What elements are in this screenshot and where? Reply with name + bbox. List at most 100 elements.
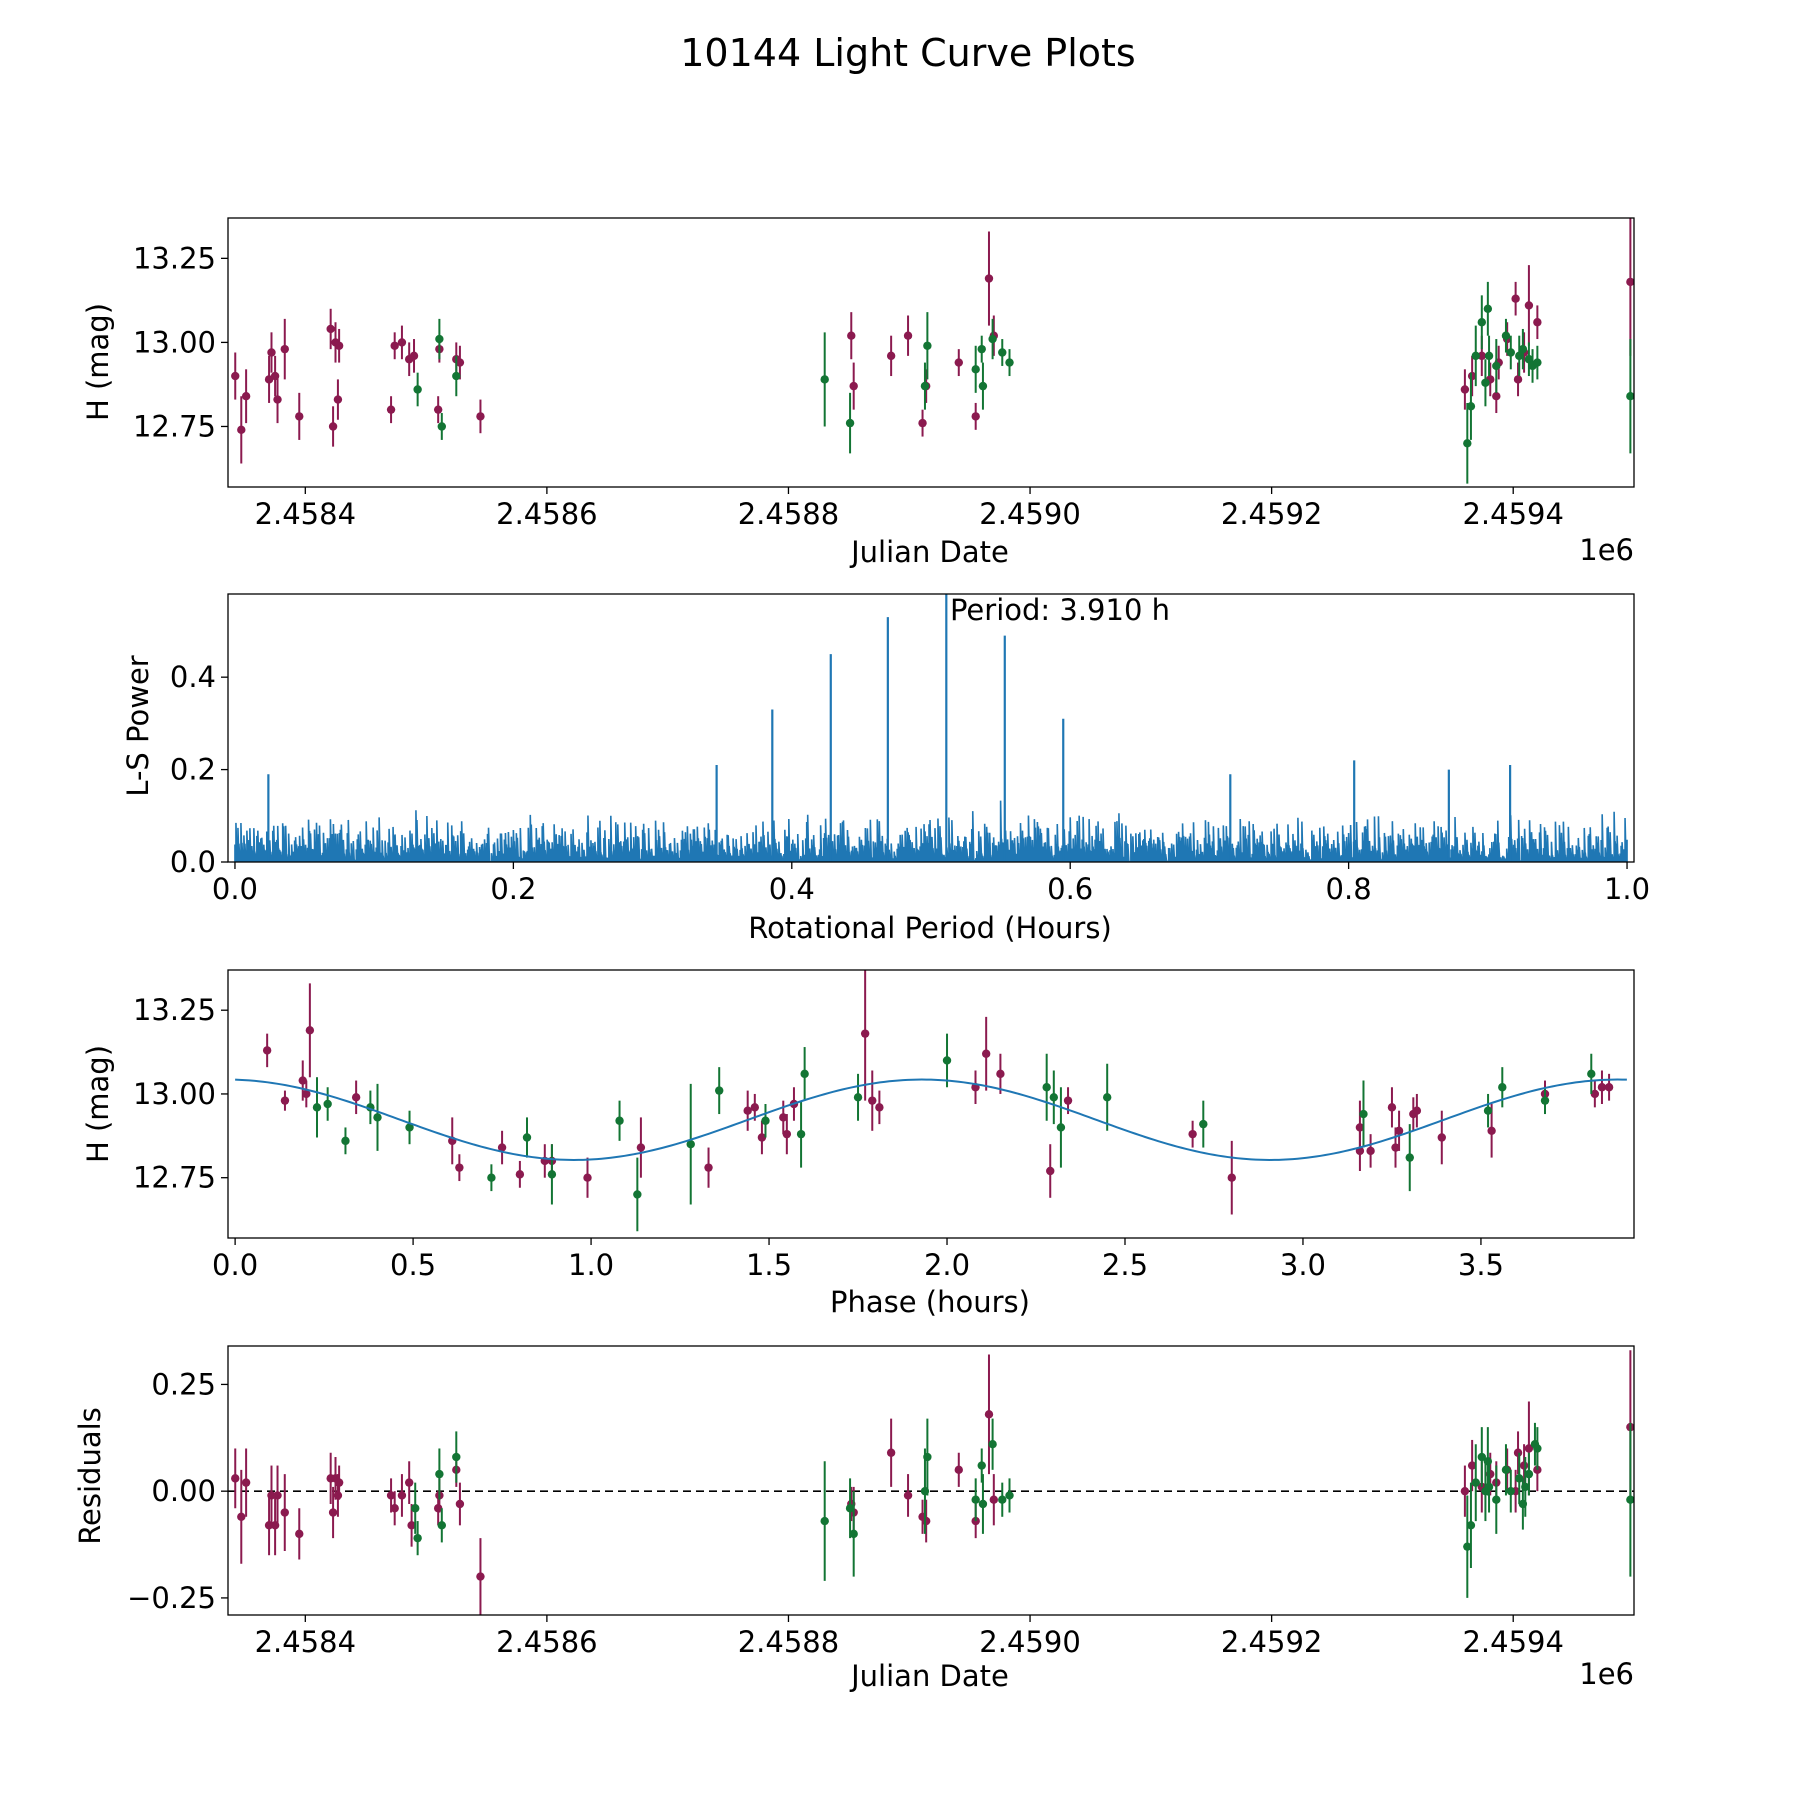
lomb-scargle-periodogram-xtick-label: 1.0: [1604, 872, 1650, 906]
residuals-marks: [228, 1350, 1634, 1615]
raw-light-curve-data-point: [1518, 344, 1528, 354]
raw-light-curve-ytick-label: 12.75: [133, 409, 216, 443]
raw-light-curve-data-point: [333, 395, 343, 404]
phase-folded-light-curve-data-point: [1199, 1119, 1208, 1129]
raw-light-curve-data-point: [903, 331, 913, 340]
phase-folded-light-curve-data-point: [405, 1123, 414, 1132]
raw-light-curve-data-point: [273, 395, 282, 404]
residuals-data-point: [1513, 1448, 1523, 1457]
phase-folded-light-curve-data-point: [455, 1163, 464, 1172]
residuals-data-point: [849, 1529, 858, 1539]
raw-light-curve-data-point: [1483, 304, 1493, 313]
raw-light-curve-data-point: [267, 348, 276, 357]
residuals-data-point: [1005, 1491, 1014, 1500]
raw-light-curve-data-point: [998, 348, 1007, 357]
raw-light-curve-data-point: [326, 324, 335, 334]
phase-folded-light-curve-data-point: [312, 1103, 322, 1112]
raw-light-curve-data-point: [435, 334, 444, 344]
phase-folded-light-curve-data-point: [302, 1089, 311, 1099]
raw-light-curve-data-point: [978, 381, 988, 391]
lomb-scargle-periodogram-xtick-label: 0.4: [769, 872, 815, 906]
raw-light-curve-data-point: [1477, 318, 1487, 327]
raw-light-curve-data-point: [1533, 358, 1542, 367]
phase-folded-light-curve-data-point: [298, 1076, 307, 1085]
raw-light-curve-plot-area: 2.4584 2.4586 2.4588 2.4590 2.4592 2.4594 12.7…: [133, 217, 1635, 531]
phase-folded-light-curve-data-point: [497, 1143, 507, 1152]
raw-light-curve-data-point: [971, 365, 980, 374]
residuals-ylabel: Residuals: [73, 1407, 107, 1545]
phase-folded-light-curve-xtick-label: 2.0: [924, 1248, 970, 1282]
phase-folded-light-curve-data-point: [262, 1046, 272, 1055]
residuals-data-point: [1501, 1465, 1511, 1475]
phase-folded-light-curve-data-point: [636, 1143, 646, 1152]
raw-light-curve-data-point: [237, 425, 246, 435]
raw-light-curve-data-point: [845, 418, 855, 428]
residuals-data-point: [267, 1491, 276, 1500]
residuals-data-point: [411, 1504, 420, 1513]
phase-folded-light-curve-data-point: [583, 1173, 592, 1182]
residuals-data-point: [1524, 1444, 1534, 1453]
phase-folded-light-curve-data-point: [1355, 1123, 1365, 1132]
raw-light-curve-data-point: [1477, 351, 1487, 361]
raw-light-curve-data-point: [920, 381, 930, 391]
raw-light-curve-data-point: [1524, 355, 1534, 364]
residuals-panel: 2.4584 2.4586 2.4588 2.4590 2.4592 2.4594 −0.2…: [73, 1345, 1635, 1693]
phase-folded-light-curve-data-point: [860, 1029, 870, 1038]
residuals-data-point: [404, 1478, 414, 1487]
phase-folded-plot-area: 0.0 0.5 1.0 1.5 2.0 2.5 3.0 3.5 12.75 13.00 13.25: [133, 969, 1635, 1282]
residuals-data-point: [923, 1452, 932, 1462]
residuals-data-point: [386, 1491, 396, 1500]
phase-folded-light-curve-frame: [227, 969, 1635, 1239]
phase-folded-light-curve-data-point: [981, 1049, 991, 1058]
phase-folded-light-curve-data-point: [1498, 1083, 1507, 1092]
raw-light-curve-data-point: [1481, 378, 1490, 387]
phase-folded-light-curve-data-point: [1483, 1106, 1493, 1115]
raw-light-curve-data-point: [1460, 385, 1470, 394]
residuals-frame: [227, 1345, 1635, 1616]
residuals-data-point: [390, 1504, 399, 1513]
phase-folded-light-curve-data-point: [341, 1136, 350, 1146]
raw-light-curve-data-point: [433, 405, 443, 414]
phase-folded-light-curve-xtick-label: 1.5: [746, 1248, 792, 1282]
phase-folded-light-curve-data-point: [782, 1129, 792, 1139]
raw-light-curve-data-point: [476, 412, 485, 421]
residuals-data-point: [328, 1508, 338, 1517]
phase-folded-light-curve-data-point: [704, 1163, 713, 1172]
residuals-data-point: [1483, 1457, 1493, 1466]
phase-folded-light-curve-xtick-label: 0.0: [212, 1248, 258, 1282]
raw-light-curve-data-point: [231, 371, 240, 381]
residuals-xtick-label: 2.4588: [738, 1625, 839, 1659]
phase-folded-light-curve-data-point: [686, 1140, 695, 1149]
residuals-x-offset: 1e6: [1579, 1657, 1634, 1691]
phase-folded-panel: 0.0 0.5 1.0 1.5 2.0 2.5 3.0 3.512.7513.0013.25 …: [81, 969, 1635, 1319]
raw-light-curve-marks: [231, 218, 1634, 484]
figure-title: 10144 Light Curve Plots: [680, 31, 1135, 75]
raw-light-curve-frame: [227, 217, 1635, 488]
raw-light-curve-data-point: [397, 338, 407, 347]
raw-light-curve-data-point: [820, 375, 829, 384]
phase-folded-light-curve-data-point: [323, 1099, 332, 1109]
phase-folded-light-curve-data-point: [351, 1093, 361, 1102]
residuals-data-point: [476, 1572, 485, 1581]
residuals-data-point: [397, 1491, 407, 1500]
phase-folded-light-curve-data-point: [615, 1116, 624, 1125]
residuals-data-point: [413, 1533, 422, 1543]
residuals-data-point: [1460, 1486, 1470, 1496]
raw-light-curve-data-point: [1533, 318, 1542, 327]
periodogram-plot-area: 0.0 0.2 0.4 0.6 0.8 1.0 0.0 0.2 0.4: [170, 593, 1650, 906]
raw-light-curve-data-point: [1511, 294, 1520, 303]
raw-light-curve-data-point: [1466, 402, 1476, 411]
phase-folded-light-curve-xtick-label: 1.0: [568, 1248, 614, 1282]
phase-folded-light-curve-data-point: [750, 1103, 760, 1112]
raw-light-curve-data-point: [241, 392, 251, 401]
residuals-xtick-label: 2.4586: [496, 1625, 597, 1659]
phase-folded-light-curve-data-point: [743, 1106, 752, 1115]
phase-folded-light-curve-xtick-label: 3.5: [1458, 1248, 1504, 1282]
residuals-data-point: [971, 1495, 980, 1504]
residuals-data-point: [1521, 1482, 1530, 1492]
raw-light-curve-data-point: [413, 385, 422, 394]
raw-light-curve-data-point: [849, 381, 858, 391]
phase-folded-light-curve-marks: [235, 970, 1627, 1232]
phase-folded-light-curve-data-point: [1437, 1133, 1446, 1142]
phase-folded-light-curve-data-point: [1366, 1146, 1375, 1156]
